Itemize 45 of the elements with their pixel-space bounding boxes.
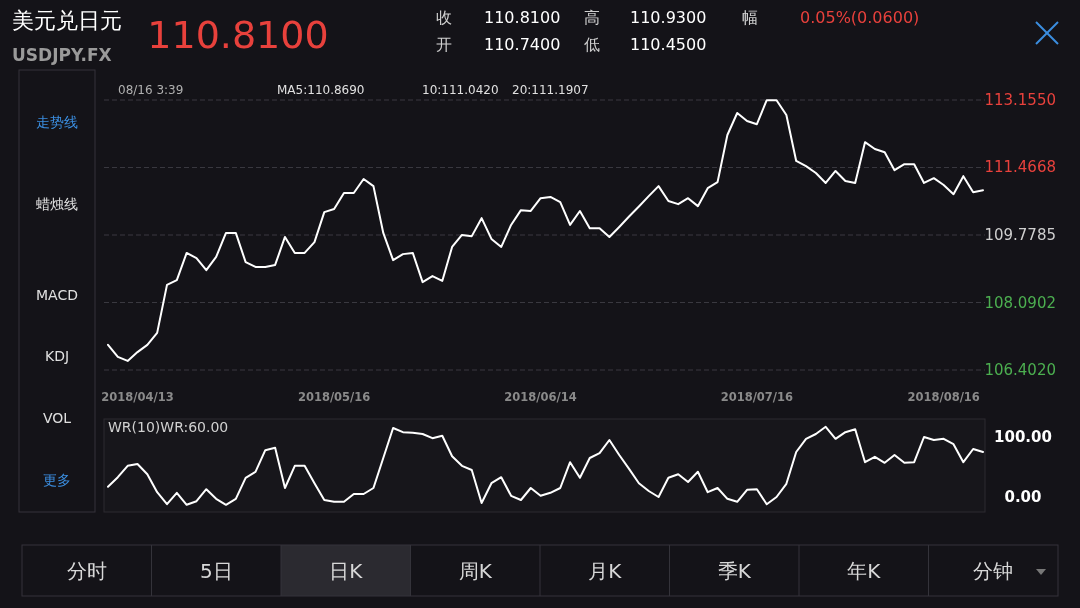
text: USDJPY.FX [12,45,112,65]
annotation: WR(10)WR:60.00 [108,419,229,435]
text: 08/16 3:39 [118,83,184,97]
y-tick-label: 108.0902 [984,293,1056,312]
x-tick-label: 2018/04/13 [101,390,174,404]
y-tick-label: 111.4668 [984,158,1056,177]
text: MACD [36,287,78,303]
text: MA5:110.8690 [277,83,365,97]
text: VOL [42,410,72,426]
text: 开 [436,34,452,54]
text: 110.8100 [484,7,561,27]
x-tick-label: 2018/07/16 [720,390,794,404]
text: 年K [847,559,882,583]
line-series [107,99,984,362]
x-tick-label: 2018/08/16 [907,390,980,404]
text: 高 [584,7,600,27]
text: 季K [717,559,752,583]
text: KDJ [44,348,70,364]
x-tick-label: 2018/06/14 [504,390,577,404]
text: 更多 [43,472,71,488]
text: 月K [588,559,623,583]
text: 分钟 [973,559,1014,583]
text: 20:111.1907 [512,83,589,97]
y-tick-label: 0.00 [1004,488,1042,506]
text: 0.05%(0.0600) [800,7,920,27]
text: 10:111.0420 [422,83,499,97]
text: 5日 [199,559,233,583]
text: 周K [458,559,493,583]
text: 110.4500 [630,34,707,54]
text: 日K [329,559,364,583]
x-tick-label: 2018/05/16 [297,390,371,404]
text: 110.7400 [484,34,561,54]
text: 走势线 [36,114,78,130]
y-tick-label: 113.1550 [984,91,1056,109]
text: 110.8100 [147,13,329,57]
text: 蜡烛线 [36,196,78,212]
text: 美元兑日元 [12,7,122,33]
text: 110.9300 [630,7,707,27]
y-tick-label: 109.7785 [984,226,1056,244]
text: 收 [436,7,452,27]
text: 低 [584,34,600,54]
y-tick-label: 106.4020 [984,361,1056,379]
y-tick-label: 100.00 [994,428,1052,446]
text: 幅 [742,7,758,27]
text: 分时 [66,559,107,583]
